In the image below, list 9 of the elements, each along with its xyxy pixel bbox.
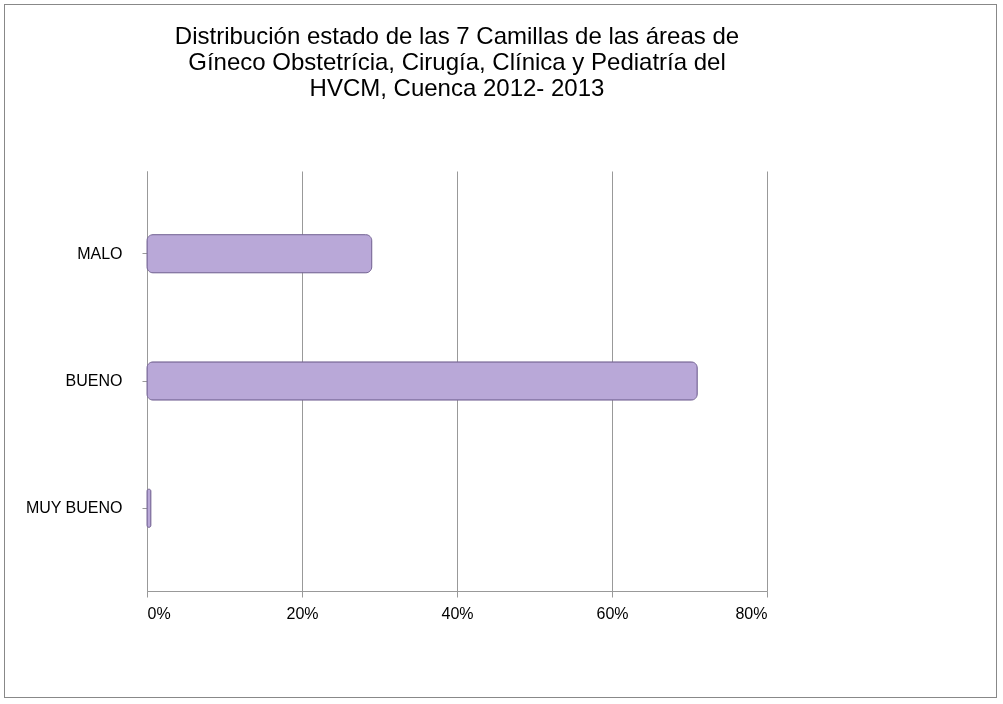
chart-title: Distribución estado de las 7 Camillas de las áreas de Gíneco Obstetrícia, Cirugía, Clínica y Pediatría del HVCM, Cuenca 2012- 2013 <box>174 22 740 101</box>
x-tick-label: 60% <box>596 604 629 622</box>
x-tick-label: 80% <box>735 604 768 622</box>
y-tick-label: MALO <box>77 244 123 262</box>
x-tick-label: 40% <box>441 604 474 622</box>
x-tick-label: 0% <box>147 604 171 622</box>
x-tick-label: 20% <box>286 604 319 622</box>
y-tick-label: BUENO <box>65 372 123 389</box>
y-tick-label: MUY BUENO <box>25 499 123 517</box>
